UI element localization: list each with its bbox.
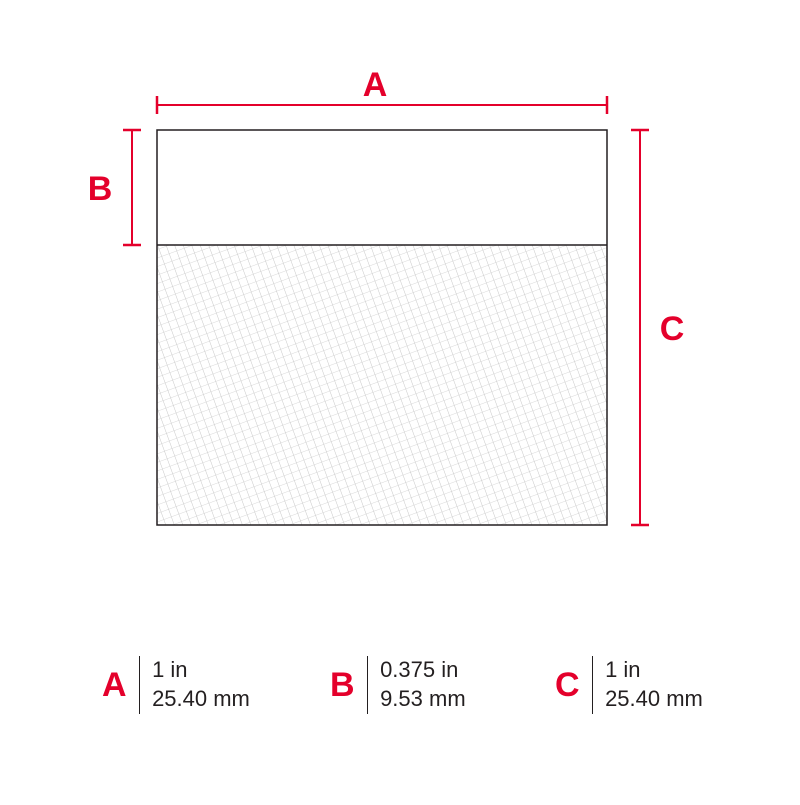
legend-inches: 1 in bbox=[152, 655, 250, 684]
legend-item-c: C 1 in 25.40 mm bbox=[555, 655, 703, 715]
legend-inches: 0.375 in bbox=[380, 655, 466, 684]
svg-text:B: B bbox=[88, 170, 113, 208]
legend-mm: 25.40 mm bbox=[605, 684, 703, 713]
legend-values: 1 in 25.40 mm bbox=[593, 655, 703, 713]
legend-values: 1 in 25.40 mm bbox=[140, 655, 250, 713]
dimension-a: A bbox=[157, 66, 607, 114]
svg-text:A: A bbox=[363, 66, 388, 104]
legend-item-a: A 1 in 25.40 mm bbox=[102, 655, 250, 715]
legend-mm: 25.40 mm bbox=[152, 684, 250, 713]
svg-text:C: C bbox=[660, 310, 685, 348]
label-shape bbox=[157, 130, 607, 525]
legend-mm: 9.53 mm bbox=[380, 684, 466, 713]
dimension-c: C bbox=[631, 130, 684, 525]
legend-letter: C bbox=[555, 655, 592, 715]
legend-letter: B bbox=[330, 655, 367, 715]
legend-values: 0.375 in 9.53 mm bbox=[368, 655, 466, 713]
legend-item-b: B 0.375 in 9.53 mm bbox=[330, 655, 466, 715]
legend-inches: 1 in bbox=[605, 655, 703, 684]
legend-letter: A bbox=[102, 655, 139, 715]
dimension-b: B bbox=[88, 130, 141, 245]
